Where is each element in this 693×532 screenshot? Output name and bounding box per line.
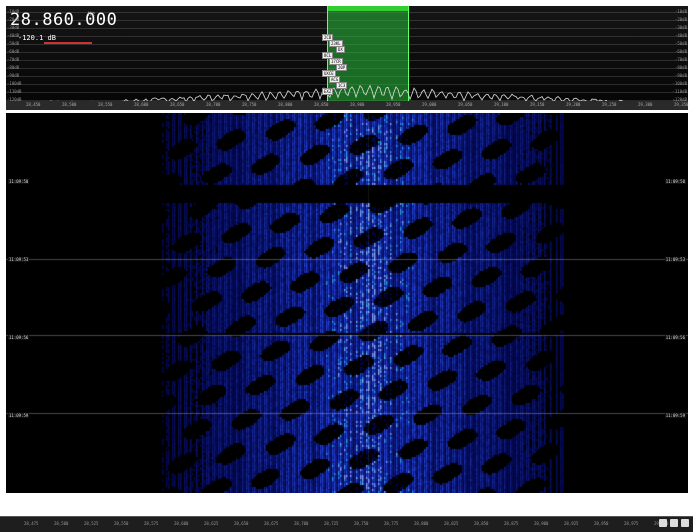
timestamp-label: 11:09:59 [8, 413, 30, 418]
timestamp-label: 11:09:56 [8, 335, 30, 340]
db-label: -100dB [672, 81, 687, 86]
frequency-tick: 28,575 [144, 521, 159, 526]
clock-display: 11:10 [10, 497, 53, 513]
db-label: -10dB [7, 9, 20, 14]
signal-tag[interactable]: 8CL [322, 52, 334, 59]
frequency-tick: 28,625 [204, 521, 219, 526]
db-label: -50dB [7, 41, 20, 46]
frequency-tick: 28,450 [26, 102, 41, 107]
db-label: -60dB [674, 49, 687, 54]
frequency-tick: 28,650 [234, 521, 249, 526]
db-label: -80dB [7, 65, 20, 70]
level-readout: -120.1 dB [18, 34, 56, 42]
db-label: -120dB [672, 97, 687, 102]
frequency-tick: 28,500 [54, 521, 69, 526]
frequency-tick: 29,300 [638, 102, 653, 107]
db-label: -20dB [674, 17, 687, 22]
frequency-tick: 28,900 [534, 521, 549, 526]
timestamp-label: 11:09:53 [8, 257, 30, 262]
bottom-controls [659, 519, 689, 527]
frequency-tick: 28,925 [564, 521, 579, 526]
db-label: -10dB [674, 9, 687, 14]
timestamp-label: 11:09:56 [664, 335, 686, 340]
db-label: -80dB [674, 65, 687, 70]
frequency-tick: 28,700 [206, 102, 221, 107]
signal-tag[interactable]: EXZ [322, 88, 334, 95]
db-label: -90dB [674, 73, 687, 78]
frequency-tick: 29,200 [566, 102, 581, 107]
frequency-tick: 29,000 [422, 102, 437, 107]
db-label: -70dB [674, 57, 687, 62]
frequency-tick: 28,950 [594, 521, 609, 526]
frequency-tick: 29,050 [458, 102, 473, 107]
db-label: -60dB [7, 49, 20, 54]
clock-seconds: 06 [39, 503, 48, 511]
frequency-tick: 29,350 [674, 102, 689, 107]
signal-tag[interactable]: UXCE [322, 70, 336, 77]
db-label: -30dB [674, 25, 687, 30]
frequency-tick: 28,800 [414, 521, 429, 526]
frequency-tick: 28,975 [624, 521, 639, 526]
signal-tag[interactable]: DX [336, 46, 345, 53]
db-label: -20dB [7, 17, 20, 22]
timestamp-label: 11:09:53 [664, 257, 686, 262]
db-label: -100dB [7, 81, 22, 86]
db-label: -110dB [672, 89, 687, 94]
frequency-tick: 28,475 [24, 521, 39, 526]
zoom-in-icon[interactable] [659, 519, 667, 527]
db-label: -50dB [674, 41, 687, 46]
frequency-tick: 28,550 [98, 102, 113, 107]
frequency-tick: 28,750 [242, 102, 257, 107]
frequency-tick: 28,650 [170, 102, 185, 107]
frequency-tick: 28,775 [384, 521, 399, 526]
frequency-tick: 28,900 [350, 102, 365, 107]
frequency-unit: Hz [88, 11, 96, 18]
passband-handle[interactable] [328, 6, 408, 11]
db-label: -110dB [7, 89, 22, 94]
db-label: -40dB [674, 33, 687, 38]
frequency-tick: 29,250 [602, 102, 617, 107]
frequency-tick: 29,100 [494, 102, 509, 107]
signal-tag[interactable]: 1C3 [336, 82, 348, 89]
signal-tag[interactable]: 23KL [329, 40, 343, 47]
frequency-tick: 28,675 [264, 521, 279, 526]
frequency-tick: 28,825 [444, 521, 459, 526]
bottom-frequency-axis: 28,475 28,500 28,525 28,550 28,575 28,600 28,6… [0, 516, 693, 532]
frequency-tick: 28,875 [504, 521, 519, 526]
frequency-tick: 28,500 [62, 102, 77, 107]
level-bar [44, 42, 92, 44]
waterfall-display[interactable]: 11:09:50 11:09:50 11:09:53 11:09:53 11:09:56… [6, 113, 688, 493]
settings-icon[interactable] [681, 519, 689, 527]
frequency-tick: 28,850 [314, 102, 329, 107]
frequency-tick: 28,700 [294, 521, 309, 526]
frequency-tick: 28,525 [84, 521, 99, 526]
frequency-tick: 28,800 [278, 102, 293, 107]
signal-tag[interactable]: ACG [329, 76, 341, 83]
db-label: -120dB [7, 97, 22, 102]
spectrum-frequency-axis: 28,450 28,500 28,550 28,600 28,650 28,700 28,7… [6, 101, 688, 110]
frequency-tick: 28,750 [354, 521, 369, 526]
frequency-tick: 28,950 [386, 102, 401, 107]
timestamp-label: 11:09:50 [664, 179, 686, 184]
frequency-tick: 28,725 [324, 521, 339, 526]
signal-tag[interactable]: 2CB [322, 34, 334, 41]
frequency-tick: 28,600 [174, 521, 189, 526]
db-label: -30dB [7, 25, 20, 30]
frequency-tick: 28,550 [114, 521, 129, 526]
timestamp-label: 11:09:59 [664, 413, 686, 418]
frequency-tick: 28,600 [134, 102, 149, 107]
signal-tag[interactable]: 20P [336, 64, 348, 71]
zoom-out-icon[interactable] [670, 519, 678, 527]
signal-tag[interactable]: 17CR [329, 58, 343, 65]
frequency-tick: 28,850 [474, 521, 489, 526]
waterfall-canvas [6, 113, 688, 493]
frequency-display[interactable]: 28.860.000 [10, 10, 118, 30]
timestamp-label: 11:09:50 [8, 179, 30, 184]
db-label: -90dB [7, 73, 20, 78]
db-label: -70dB [7, 57, 20, 62]
frequency-tick: 29,150 [530, 102, 545, 107]
db-label: -40dB [7, 33, 20, 38]
spectrum-panel[interactable]: 28.860.000 Hz -120.1 dB -10dB -20dB -30dB -… [6, 6, 688, 110]
